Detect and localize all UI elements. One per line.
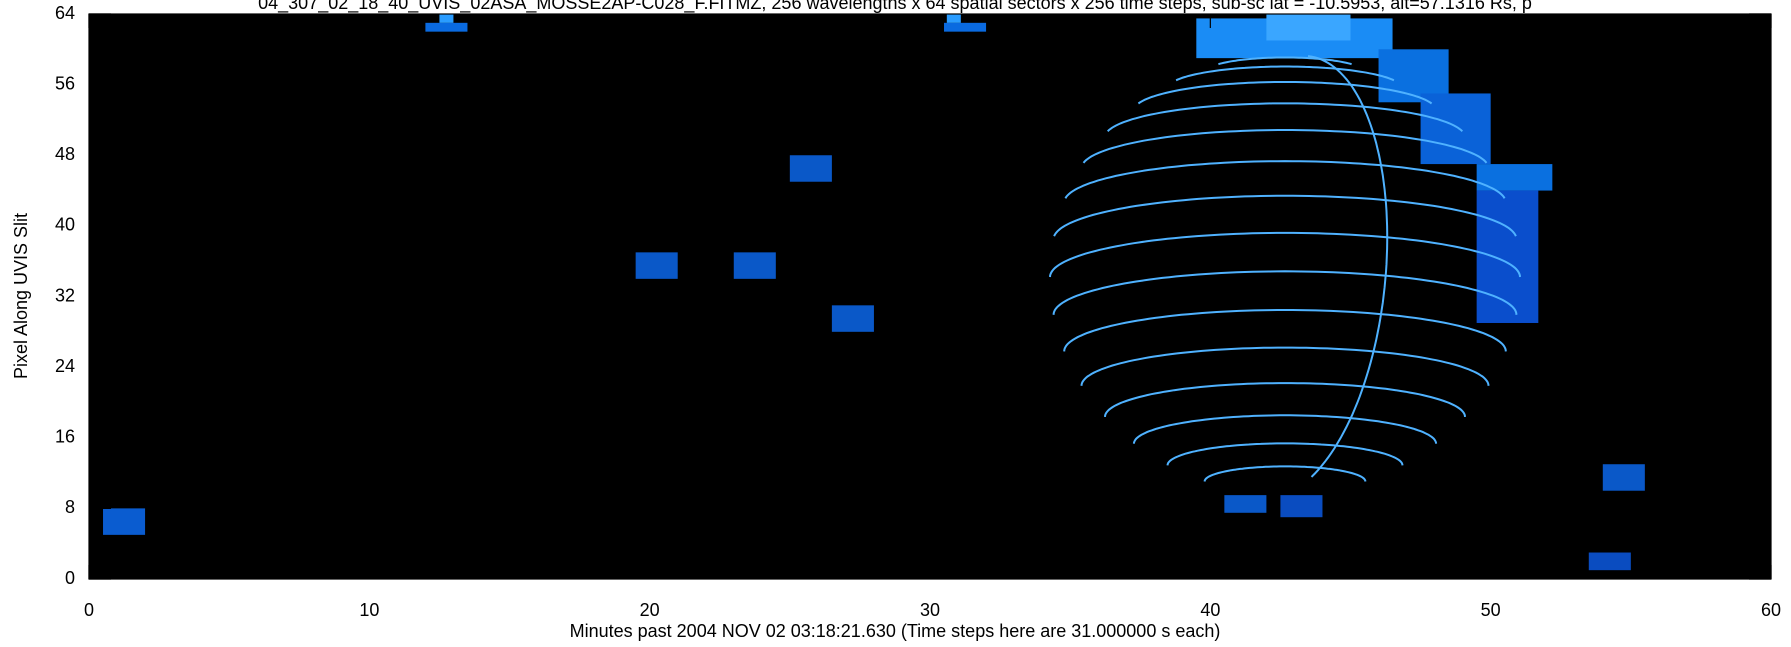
y-tick-label: 48: [55, 144, 75, 164]
cell: [946, 14, 961, 23]
y-tick-label: 8: [65, 497, 75, 517]
latitude-line: [1104, 382, 1466, 417]
cell: [789, 155, 832, 182]
cell: [1602, 464, 1645, 491]
y-tick-label: 64: [55, 3, 75, 23]
x-axis-label: Minutes past 2004 NOV 02 03:18:21.630 (T…: [570, 621, 1221, 641]
y-tick-label: 0: [65, 568, 75, 588]
latitude-line: [1106, 102, 1464, 133]
latitude-line: [1053, 194, 1517, 237]
x-tick-label: 40: [1200, 600, 1220, 620]
y-tick-label: 56: [55, 73, 75, 93]
y-tick-label: 24: [55, 356, 75, 376]
x-tick-label: 10: [359, 600, 379, 620]
y-axis-label: Pixel Along UVIS Slit: [11, 213, 31, 379]
latitude-line: [1063, 309, 1507, 352]
x-tick-label: 0: [84, 600, 94, 620]
latitude-line: [1175, 65, 1395, 82]
chart-title: 04_307_02_18_40_UVIS_02ASA_MOSSE2AP-C028…: [258, 0, 1532, 14]
cell: [1280, 495, 1323, 518]
latitude-line: [1049, 231, 1521, 278]
cell: [439, 14, 454, 23]
cell: [1224, 495, 1267, 513]
cell: [1420, 93, 1491, 165]
latitude-line: [1080, 346, 1490, 386]
x-tick-label: 30: [920, 600, 940, 620]
x-tick-label: 60: [1761, 600, 1781, 620]
cell: [733, 252, 776, 279]
latitude-line: [1203, 465, 1367, 482]
latitude-line: [1082, 129, 1488, 164]
cell: [1476, 190, 1539, 323]
y-tick-label: 32: [55, 285, 75, 305]
y-tick-label: 40: [55, 215, 75, 235]
planet-overlay: [1049, 55, 1521, 482]
latitude-line: [1137, 81, 1433, 105]
cell: [1588, 552, 1631, 571]
meridian-line: [1307, 55, 1389, 478]
cell: [944, 22, 987, 32]
cell: [103, 508, 146, 535]
cell: [425, 22, 468, 32]
cell: [635, 252, 678, 279]
x-tick-label: 50: [1481, 600, 1501, 620]
x-tick-label: 20: [640, 600, 660, 620]
cell: [831, 305, 874, 332]
cell: [1266, 14, 1351, 41]
y-tick-label: 16: [55, 427, 75, 447]
latitude-line: [1218, 56, 1352, 66]
latitude-line: [1052, 270, 1518, 315]
latitude-line: [1064, 160, 1506, 199]
latitude-line: [1166, 442, 1404, 466]
latitude-line: [1132, 414, 1438, 444]
